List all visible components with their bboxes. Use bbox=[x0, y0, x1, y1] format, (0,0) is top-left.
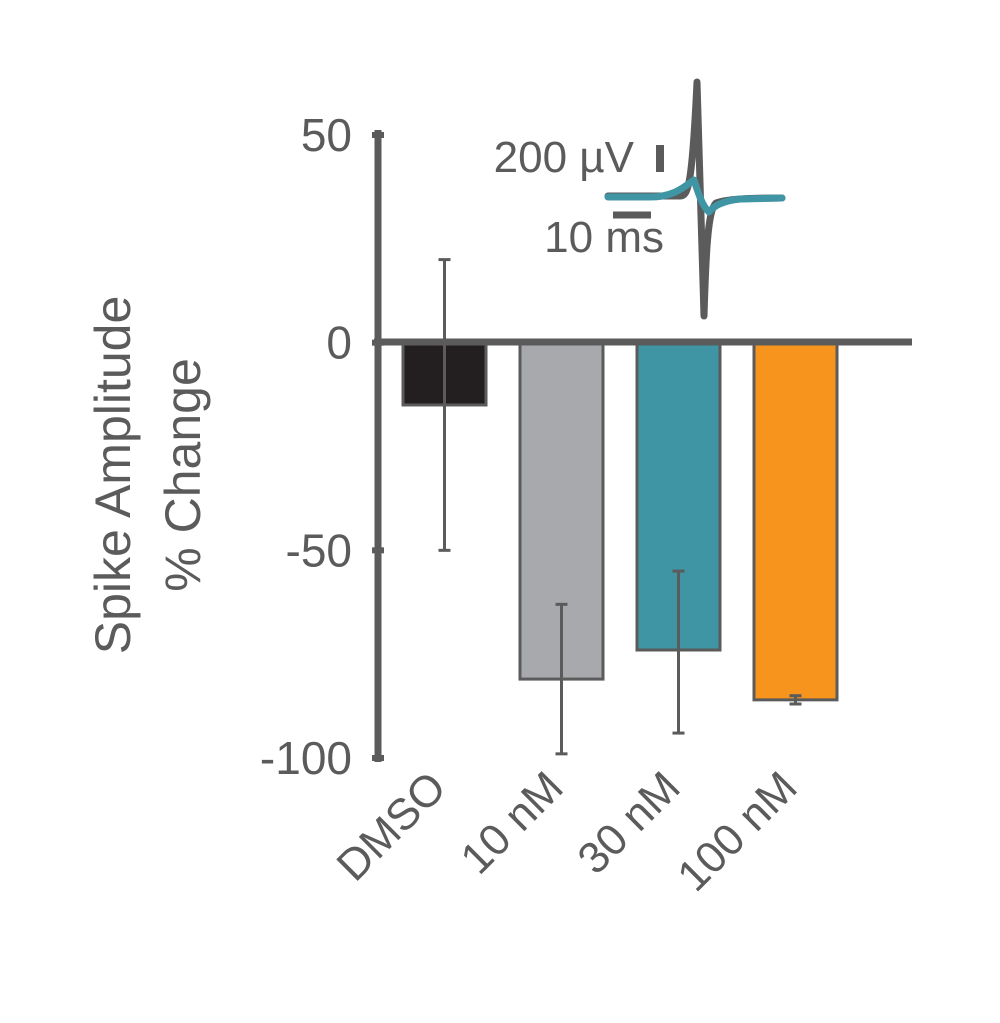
y-axis-ticks: 50 0 -50 -100 bbox=[260, 109, 384, 784]
voltage-scale-label: 200 µV bbox=[494, 133, 635, 182]
y-tick-label: 50 bbox=[301, 109, 352, 161]
spike-trace-inset: 200 µV 10 ms bbox=[494, 78, 786, 320]
bar-100-nm bbox=[752, 341, 839, 702]
error-bars bbox=[438, 258, 802, 756]
spike-trace-treated bbox=[604, 176, 786, 216]
y-tick-label: 0 bbox=[326, 317, 352, 369]
y-tick-label: -50 bbox=[286, 524, 352, 576]
category-label: 10 nM bbox=[451, 762, 572, 883]
time-scale-label: 10 ms bbox=[544, 213, 664, 262]
y-tick-label: -100 bbox=[260, 732, 352, 784]
y-axis-title-line-2: % Change bbox=[155, 358, 211, 592]
y-axis-title-line-1: Spike Amplitude bbox=[85, 296, 141, 655]
bar-series bbox=[401, 341, 839, 702]
category-label: 100 nM bbox=[668, 762, 806, 900]
y-axis-title: Spike Amplitude % Change bbox=[85, 296, 211, 655]
